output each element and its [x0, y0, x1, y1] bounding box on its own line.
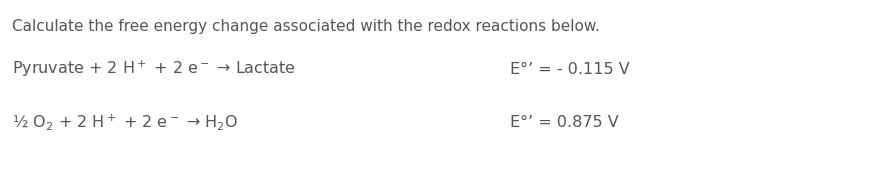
- Text: E°’ = 0.875 V: E°’ = 0.875 V: [510, 114, 619, 130]
- Text: Pyruvate + 2 H$^+$ + 2 e$^-$ → Lactate: Pyruvate + 2 H$^+$ + 2 e$^-$ → Lactate: [12, 59, 296, 79]
- Text: ½ O$_2$ + 2 H$^+$ + 2 e$^-$ → H$_2$O: ½ O$_2$ + 2 H$^+$ + 2 e$^-$ → H$_2$O: [12, 112, 238, 132]
- Text: E°’ = - 0.115 V: E°’ = - 0.115 V: [510, 62, 629, 76]
- Text: Calculate the free energy change associated with the redox reactions below.: Calculate the free energy change associa…: [12, 19, 600, 34]
